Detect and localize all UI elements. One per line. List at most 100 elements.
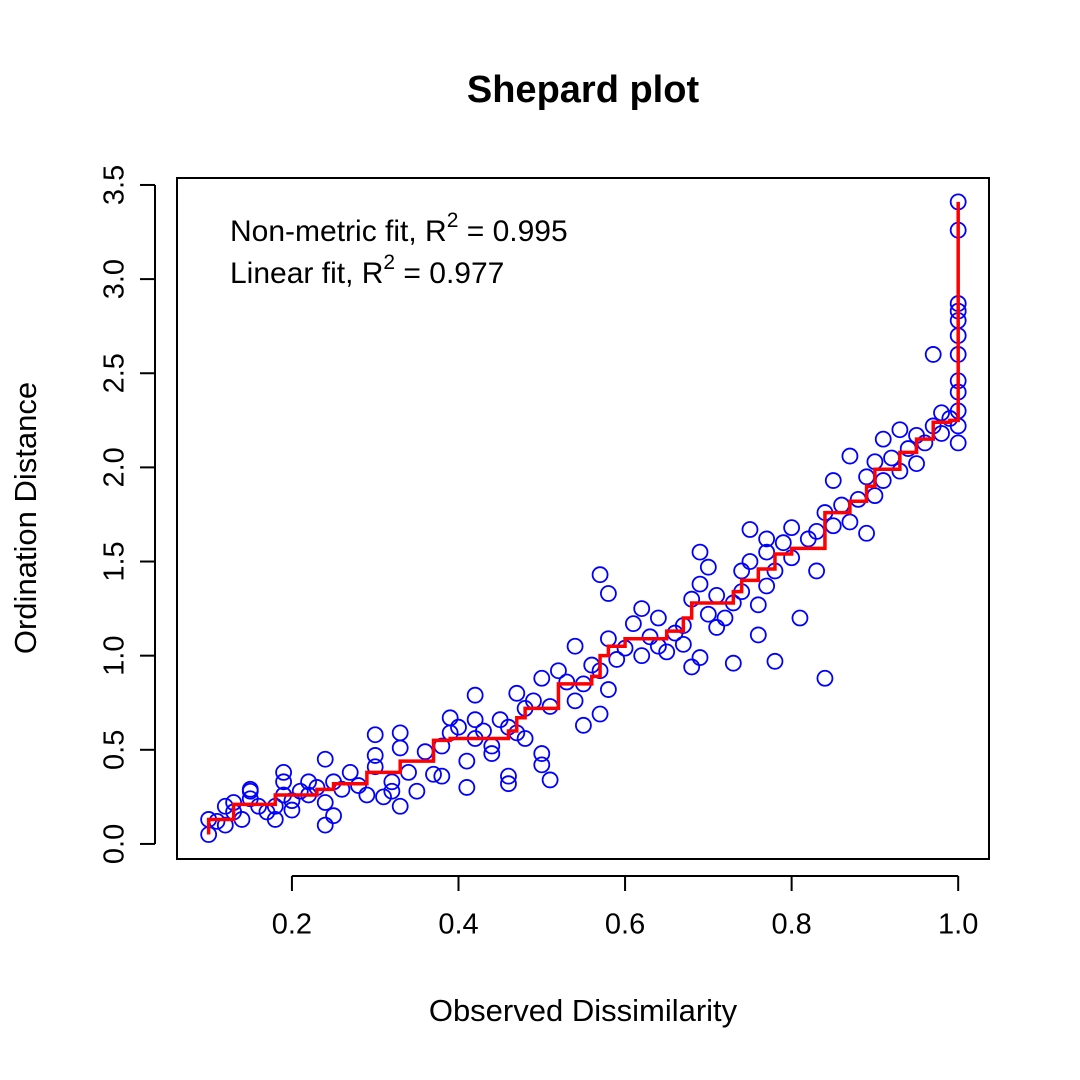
y-tick-label: 3.5 [99,165,131,205]
point [433,767,451,785]
point [358,786,376,804]
y-tick-label: 0.0 [99,824,131,864]
point [316,816,334,834]
point [758,530,776,548]
point [516,730,534,747]
point [874,430,892,448]
point [824,517,842,535]
annotation-superscript: 2 [383,251,395,274]
annotation: Linear fit, R2 = 0.977 [230,251,504,290]
point [641,628,659,646]
point [816,669,834,687]
plot-box [176,177,990,860]
point [466,686,484,704]
x-tick-label: 0.6 [605,909,645,941]
point [600,630,617,648]
point [325,807,342,825]
point [766,652,784,670]
point [883,449,900,467]
x-tick-label: 0.4 [438,909,478,941]
point [858,468,875,486]
chart-title: Shepard plot [467,69,700,111]
point [608,651,626,668]
point [708,619,726,636]
point [566,637,584,655]
point [658,643,676,661]
point [758,543,776,561]
y-tick-label: 1.5 [99,541,131,581]
point [683,658,701,676]
point [716,609,734,627]
point [291,782,309,800]
point [649,609,667,627]
point [924,346,942,363]
point [841,513,859,531]
point [500,775,517,793]
y-tick-label: 2.0 [99,447,131,487]
point [558,673,576,691]
annotation-text: Non-metric fit, R [230,215,447,248]
point [458,779,476,796]
y-axis-label: Ordination Distance [8,382,43,654]
point [591,705,609,723]
point [391,797,409,815]
point [749,596,767,614]
point [791,609,809,627]
point [533,745,551,762]
annotation-superscript: 2 [447,209,459,232]
point [858,524,875,542]
point [283,792,301,810]
point [699,558,717,576]
point [466,711,484,729]
point [341,763,359,781]
x-tick-label: 0.8 [771,909,811,941]
point [350,777,367,794]
point [691,543,709,561]
point [316,794,334,811]
point [283,801,301,819]
point [500,767,517,785]
point [366,726,384,744]
point [749,626,767,644]
point [591,566,609,584]
point [541,698,559,715]
point [600,681,617,698]
point [483,745,501,762]
point [250,797,268,815]
fit-line [206,201,960,835]
point [708,587,726,604]
x-tick-label: 1.0 [938,909,978,941]
point [408,782,426,800]
point [383,782,401,800]
point [550,662,567,680]
point [808,562,826,580]
annotation: Non-metric fit, R2 = 0.995 [230,209,568,248]
point [824,472,842,489]
point [391,739,409,757]
point [216,816,234,834]
point [441,709,459,727]
point [741,553,759,570]
point [774,534,792,552]
point [458,752,476,770]
point [366,758,384,776]
x-axis-label: Observed Dissimilarity [429,993,738,1028]
point [208,812,226,830]
point [633,600,651,617]
y-tick-label: 1.0 [99,635,131,675]
point [866,453,884,471]
y-tick-label: 0.5 [99,730,131,770]
point [949,434,967,452]
point [383,773,401,791]
point [733,562,751,580]
point [266,811,284,828]
annotation-text: Linear fit, R [230,257,383,290]
y-tick-label: 3.0 [99,259,131,299]
point [691,649,709,666]
y-tick-label: 2.5 [99,353,131,393]
x-tick-label: 0.2 [272,909,312,941]
point [300,773,317,791]
point [275,763,293,781]
